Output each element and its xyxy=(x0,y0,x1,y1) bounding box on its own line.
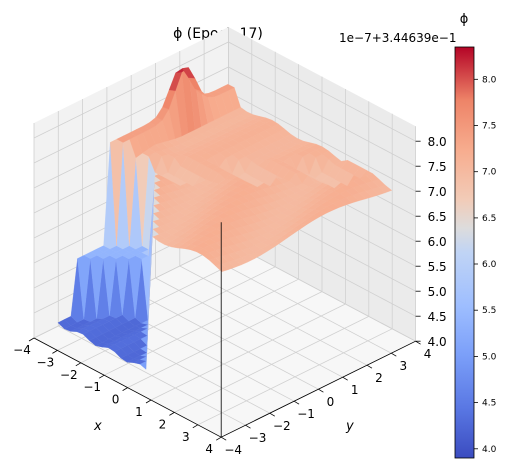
z-tick-label: 7.0 xyxy=(428,185,447,199)
y-tick xyxy=(391,352,397,357)
x-tick xyxy=(52,350,58,354)
x-tick-label: −3 xyxy=(37,355,55,369)
y-tick xyxy=(366,364,373,369)
x-tick-labels: −4 −3 −2 −1 0 1 2 3 4 xyxy=(13,337,222,456)
z-tick-label: 4.5 xyxy=(428,310,447,324)
x-tick xyxy=(192,424,199,429)
y-tick xyxy=(415,340,421,345)
colorbar: ϕ 4.0 4.5 5.0 5.5 6.0 6.5 7.0 7.5 8.0 xyxy=(454,12,497,459)
colorbar-tick-label: 8.0 xyxy=(482,75,497,85)
y-tick xyxy=(220,436,227,441)
x-tick-label: 3 xyxy=(182,430,190,444)
z-tick-label: 4.0 xyxy=(428,335,447,349)
y-tick-label: 0 xyxy=(327,395,335,409)
x-tick-label: −2 xyxy=(60,368,78,382)
x-tick-label: 2 xyxy=(159,417,167,431)
x-axis-label: x xyxy=(93,419,102,434)
colorbar-tick-label: 6.0 xyxy=(482,260,497,270)
y-tick-label: 1 xyxy=(351,383,359,397)
y-tick xyxy=(318,388,324,393)
colorbar-label: ϕ xyxy=(460,12,469,27)
z-tick-label: 5.5 xyxy=(428,260,447,274)
y-tick xyxy=(245,424,251,429)
grid-line xyxy=(131,289,319,390)
y-tick-label: −3 xyxy=(249,431,267,445)
x-tick xyxy=(28,337,35,342)
z-offset-label: 1e−7+3.44639e−1 xyxy=(339,31,456,45)
y-tick-label: 3 xyxy=(399,359,407,373)
colorbar-tick-label: 4.0 xyxy=(482,445,497,455)
surface-patch xyxy=(221,84,235,91)
y-tick-label: −2 xyxy=(273,419,291,433)
colorbar-tick-label: 7.5 xyxy=(482,122,496,132)
colorbar-tick-label: 5.0 xyxy=(482,352,497,362)
y-tick xyxy=(269,412,276,417)
x-tick-label: 4 xyxy=(205,442,213,456)
y-axis-label: y xyxy=(345,419,354,434)
z-tick-label: 6.5 xyxy=(428,210,447,224)
x-tick-label: −4 xyxy=(13,343,31,357)
grid-line xyxy=(33,66,416,167)
grid-line xyxy=(33,41,416,142)
y-tick xyxy=(342,376,348,381)
colorbar-tick-label: 7.0 xyxy=(482,168,497,178)
y-tick xyxy=(293,400,300,405)
x-tick xyxy=(169,412,175,416)
x-tick-label: 1 xyxy=(135,405,143,419)
z-tick-label: 5.0 xyxy=(428,285,447,299)
z-tick-labels: 4.0 4.5 5.0 5.5 6.0 6.5 7.0 7.5 8.0 xyxy=(415,135,447,349)
colorbar-gradient xyxy=(454,46,475,459)
y-tick-label: −1 xyxy=(297,407,315,421)
z-tick-label: 8.0 xyxy=(428,135,447,149)
grid-line xyxy=(203,253,392,354)
grid-line xyxy=(150,303,346,401)
x-tick xyxy=(145,399,152,404)
x-tick xyxy=(98,374,105,379)
z-tick-label: 6.0 xyxy=(428,235,447,249)
y-tick-label: 2 xyxy=(375,371,383,385)
y-tick-labels: −4 −3 −2 −1 0 1 2 3 4 xyxy=(220,340,432,457)
grid-line xyxy=(174,316,369,413)
y-tick-label: 4 xyxy=(424,347,432,361)
x-tick xyxy=(215,436,222,441)
grid-line xyxy=(197,328,393,426)
colorbar-ticks: 4.0 4.5 5.0 5.5 6.0 6.5 7.0 7.5 8.0 xyxy=(474,75,497,455)
surface-plot xyxy=(57,67,393,370)
colorbar-tick-label: 4.5 xyxy=(482,399,496,409)
x-tick xyxy=(75,362,82,367)
z-tick-label: 7.5 xyxy=(428,160,447,174)
x-tick-label: 0 xyxy=(112,393,120,407)
grid-line xyxy=(179,265,368,366)
x-tick-label: −1 xyxy=(83,380,101,394)
y-tick-label: −4 xyxy=(224,443,242,457)
colorbar-tick-label: 5.5 xyxy=(482,306,496,316)
colorbar-tick-label: 6.5 xyxy=(482,214,496,224)
grid-line xyxy=(155,277,343,378)
x-tick xyxy=(122,387,128,391)
